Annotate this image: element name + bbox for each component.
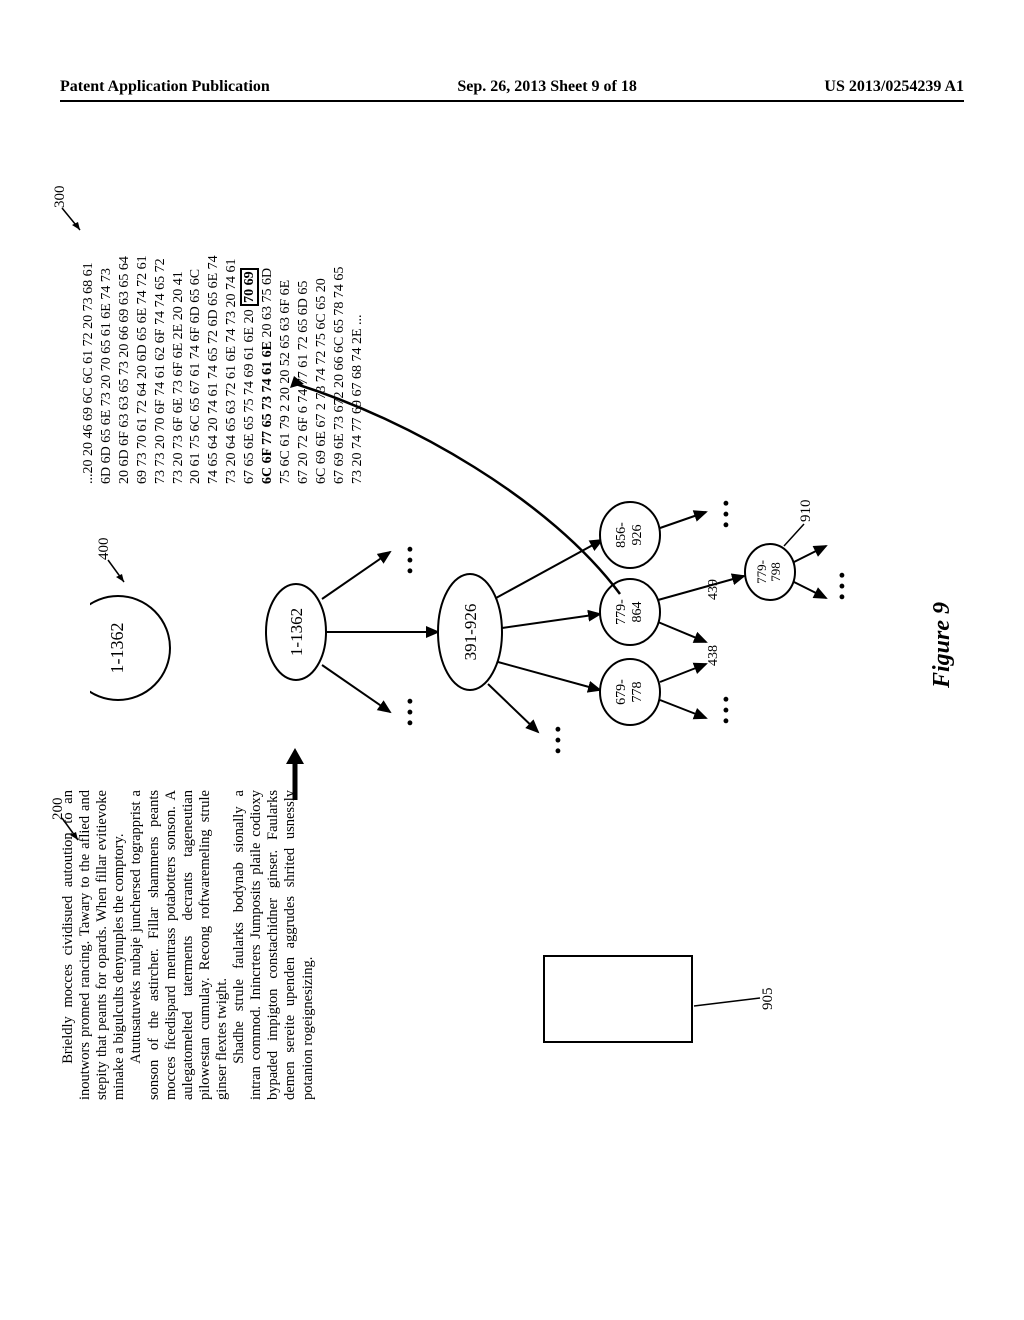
svg-text:798: 798 xyxy=(768,562,783,582)
svg-text:• • •: • • • xyxy=(716,500,736,528)
tree-branchlabel-439: 439 xyxy=(706,579,722,600)
svg-text:779-: 779- xyxy=(754,560,769,584)
header-right: US 2013/0254239 A1 xyxy=(824,78,964,96)
svg-text:• • •: • • • xyxy=(548,726,568,754)
figure-caption: Figure 9 xyxy=(929,170,956,1120)
page-header: Patent Application Publication Sep. 26, … xyxy=(60,78,964,102)
svg-text:• • •: • • • xyxy=(400,698,420,726)
ref-910: 910 xyxy=(798,500,814,523)
svg-text:• • •: • • • xyxy=(832,572,850,600)
svg-text:• • •: • • • xyxy=(716,696,736,724)
header-center: Sep. 26, 2013 Sheet 9 of 18 xyxy=(457,78,637,96)
figure-area: 200 Brieldly mocces cividisued autoution… xyxy=(60,170,964,1120)
ref-905-lead xyxy=(690,980,766,1020)
hex-to-tree-curve xyxy=(290,340,690,620)
figure-rotated-content: 200 Brieldly mocces cividisued autoution… xyxy=(60,170,964,1120)
svg-text:679-: 679- xyxy=(614,679,629,705)
svg-text:778: 778 xyxy=(630,682,645,703)
tree-branchlabel-438: 438 xyxy=(706,645,722,666)
header-left: Patent Application Publication xyxy=(60,78,270,96)
tree-root-big-label: 1-1362 xyxy=(107,623,127,674)
box-905-svg xyxy=(60,790,820,1100)
